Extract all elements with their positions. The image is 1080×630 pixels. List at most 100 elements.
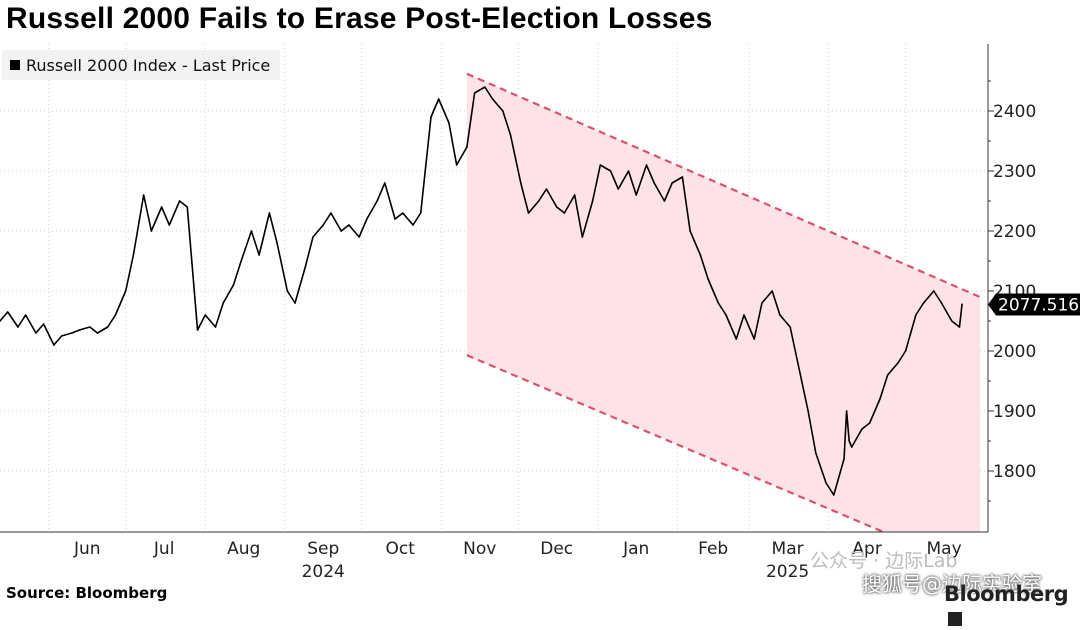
data-point: [735, 338, 738, 340]
data-point: [545, 188, 548, 190]
data-point: [268, 212, 271, 214]
data-point: [150, 230, 153, 232]
data-point: [933, 290, 935, 292]
x-tick-label: Dec: [540, 539, 573, 559]
data-point: [771, 290, 773, 292]
data-point: [250, 230, 253, 232]
data-point: [779, 314, 781, 316]
data-point: [922, 302, 925, 304]
x-tick-label: Jul: [153, 539, 175, 559]
data-point: [958, 326, 961, 328]
data-point: [717, 302, 720, 304]
data-point: [807, 410, 809, 412]
data-point: [358, 236, 360, 238]
data-point: [843, 458, 845, 460]
data-point: [645, 164, 648, 166]
data-point: [294, 302, 296, 304]
data-point: [204, 314, 207, 316]
legend-label: Russell 2000 Index - Last Price: [26, 55, 271, 75]
data-point: [699, 254, 702, 256]
data-point: [142, 194, 145, 196]
data-point: [797, 362, 799, 364]
watermark-line1: 公众号 · 边际Lab: [810, 550, 958, 572]
x-tick-label: Aug: [227, 539, 260, 559]
data-point: [915, 314, 917, 316]
data-point: [861, 428, 863, 430]
data-point: [537, 200, 540, 202]
data-point: [384, 182, 386, 184]
last-price-text: 2077.516: [998, 295, 1079, 315]
data-point: [850, 446, 853, 448]
data-point: [322, 224, 325, 226]
data-point: [473, 92, 476, 94]
data-point: [42, 323, 45, 325]
series-group: [0, 86, 963, 496]
data-point: [868, 422, 871, 424]
data-point: [743, 314, 745, 316]
data-point: [789, 326, 791, 328]
data-point: [412, 224, 414, 226]
last-price-box: [988, 293, 1080, 316]
x-tick-label: May: [927, 539, 962, 559]
legend-swatch: [10, 60, 20, 70]
data-point: [419, 212, 422, 214]
data-point: [0, 320, 1, 322]
data-point: [6, 311, 9, 313]
data-point: [681, 176, 684, 178]
data-point: [232, 284, 235, 286]
channel-fill: [466, 73, 980, 532]
data-point: [376, 200, 378, 202]
data-point: [214, 326, 217, 328]
data-point: [258, 254, 260, 256]
data-point: [401, 212, 404, 214]
data-point: [60, 335, 63, 337]
data-point: [394, 218, 396, 220]
y-tick-label: 2000: [993, 342, 1036, 362]
data-point: [845, 410, 848, 412]
data-point: [627, 170, 630, 172]
data-point: [825, 482, 827, 484]
data-point: [455, 164, 458, 166]
data-point: [124, 290, 127, 292]
data-point: [17, 326, 19, 328]
data-point: [71, 332, 73, 334]
data-point: [448, 122, 450, 124]
x-tick-label: Jun: [73, 539, 101, 559]
data-point: [635, 194, 638, 196]
data-point: [196, 329, 199, 331]
legend: Russell 2000 Index - Last Price: [2, 50, 281, 80]
data-point: [312, 236, 314, 238]
bloomberg-mark-icon: [948, 612, 962, 626]
x-tick-label: Nov: [463, 539, 496, 559]
data-point: [653, 182, 655, 184]
data-point: [689, 230, 691, 232]
data-point: [114, 314, 117, 316]
data-point: [240, 260, 242, 262]
data-point: [484, 86, 486, 88]
data-point: [599, 164, 602, 166]
x-axis: Jun Jul Aug Sep Oct Nov Dec Jan Feb Mar Apr May 2024…: [0, 531, 988, 582]
data-point: [753, 338, 756, 340]
watermark-line2: 搜狐号@边际实验室: [862, 572, 1042, 596]
data-point: [502, 110, 504, 112]
data-point: [132, 254, 135, 256]
data-point: [961, 303, 963, 306]
data-point: [348, 224, 350, 226]
data-point: [106, 326, 109, 328]
data-point: [88, 326, 91, 328]
x-tick-label: Jan: [622, 539, 649, 559]
bloomberg-logo: Bloomberg: [944, 582, 1080, 630]
data-point: [815, 452, 817, 454]
data-point: [663, 200, 666, 202]
last-price-label: 2077.516: [988, 293, 1080, 316]
data-point: [609, 170, 612, 172]
x-year-label: 2024: [302, 562, 345, 582]
data-point: [617, 188, 620, 190]
data-point: [330, 212, 332, 214]
data-point: [509, 134, 512, 136]
data-point: [186, 206, 189, 208]
x-tick-label: Sep: [307, 539, 339, 559]
y-tick-label: 2300: [993, 162, 1036, 182]
